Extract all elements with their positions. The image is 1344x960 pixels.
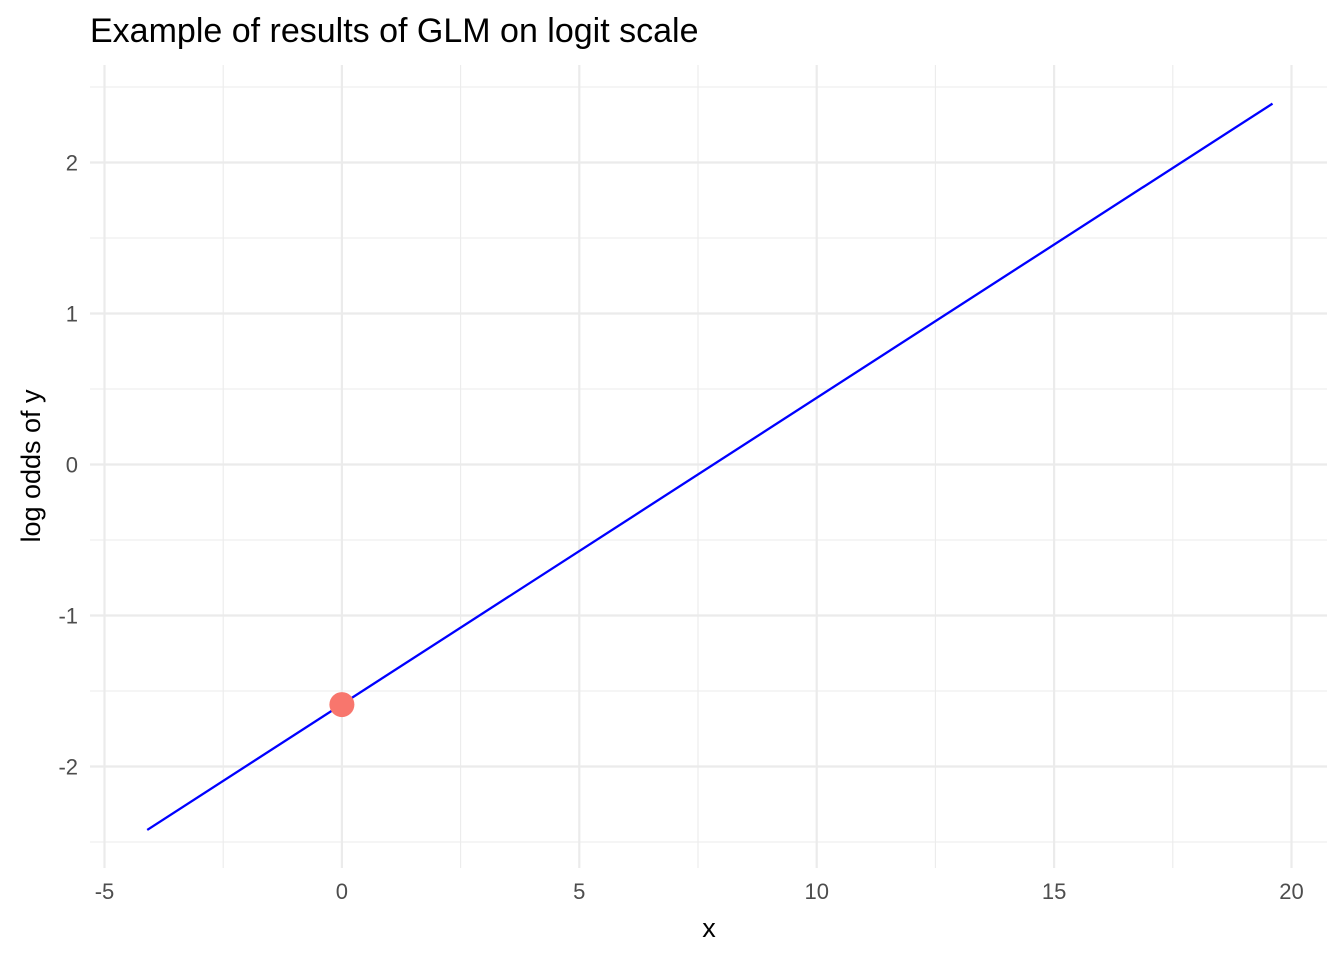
x-axis-tick-labels: -5 0 5 10 15 20: [95, 879, 1304, 904]
x-tick-label: 0: [336, 879, 348, 904]
x-axis-title: x: [702, 913, 716, 943]
y-tick-label: -1: [58, 604, 78, 629]
x-tick-label: 15: [1042, 879, 1066, 904]
y-axis-tick-labels: -2 -1 0 1 2: [58, 151, 78, 780]
x-tick-label: 10: [804, 879, 828, 904]
x-tick-label: 20: [1279, 879, 1303, 904]
major-gridlines: [90, 65, 1327, 868]
minor-gridlines: [90, 65, 1327, 868]
chart-title: Example of results of GLM on logit scale: [90, 12, 699, 50]
series-line: [146, 102, 1274, 831]
x-tick-label: 5: [573, 879, 585, 904]
y-tick-label: -2: [58, 755, 78, 780]
series-point: [329, 692, 355, 718]
y-tick-label: 0: [66, 453, 78, 478]
x-tick-label: -5: [95, 879, 115, 904]
y-tick-label: 2: [66, 151, 78, 176]
y-axis-title: log odds of y: [16, 389, 46, 543]
plot-series: [146, 102, 1274, 831]
y-tick-label: 1: [66, 302, 78, 327]
